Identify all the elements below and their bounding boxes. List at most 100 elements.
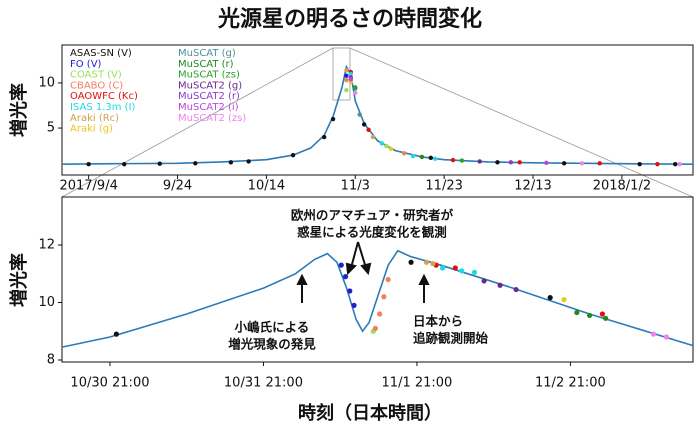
arrow-head	[418, 273, 430, 285]
data-point	[348, 77, 354, 82]
data-point	[637, 161, 642, 167]
data-point	[338, 262, 344, 268]
y-axis-label: 増光率	[8, 253, 30, 307]
legend-entry: MuSCAT2 (g)	[178, 80, 242, 91]
legend-entry: ISAS 1.3m (I)	[70, 102, 136, 113]
data-point	[599, 311, 606, 317]
data-point	[347, 288, 353, 294]
x-tick-label: 11/2 21:00	[535, 376, 606, 391]
data-point	[388, 146, 394, 152]
data-point	[370, 134, 376, 140]
data-point	[471, 269, 478, 275]
data-point	[423, 259, 430, 265]
x-tick-label: 10/30 21:00	[70, 376, 149, 391]
plot-frame	[61, 44, 694, 176]
data-point	[597, 161, 602, 166]
y-tick-label: 10	[38, 295, 55, 310]
data-point	[321, 134, 327, 140]
data-point	[344, 87, 349, 93]
data-point	[481, 278, 487, 284]
legend-entry: Araki (g)	[70, 124, 113, 135]
annotation: 惑星による光度変化を観測	[297, 225, 447, 240]
data-point	[587, 312, 593, 319]
x-tick-label: 10/31 21:00	[224, 376, 303, 391]
data-point	[351, 302, 357, 308]
zoom-line	[61, 47, 334, 198]
data-point	[344, 73, 349, 78]
x-tick-label: 12/13	[514, 179, 551, 194]
legend-entry: OAOWFC (Kc)	[70, 91, 138, 102]
data-point	[344, 68, 349, 73]
data-point	[579, 161, 585, 166]
data-point	[366, 127, 371, 133]
legend-entry: FO (V)	[70, 59, 102, 70]
legend-entry: MuSCAT2 (i)	[178, 102, 239, 113]
legend-entry: MuSCAT (r)	[178, 59, 234, 70]
data-point	[459, 268, 465, 274]
data-point	[561, 161, 567, 166]
y-tick-label: 8	[47, 352, 55, 367]
data-point	[353, 86, 358, 91]
data-point	[342, 274, 349, 280]
data-point	[290, 152, 296, 158]
data-point	[344, 78, 349, 83]
data-point	[508, 160, 514, 165]
chart-title: 光源星の明るさの時間変化	[217, 6, 482, 32]
arrow-head	[296, 273, 308, 285]
annotation: 増光現象の発見	[228, 337, 316, 352]
data-point	[228, 160, 234, 165]
data-point	[433, 156, 438, 161]
model-curve	[61, 249, 694, 348]
data-point	[477, 159, 482, 164]
data-point	[330, 116, 336, 122]
data-point	[452, 265, 458, 271]
data-point	[450, 157, 456, 163]
x-tick-label: 11/1 21:00	[382, 376, 453, 391]
data-point	[377, 311, 383, 317]
data-point	[246, 159, 251, 164]
data-point	[547, 295, 553, 301]
y-tick-label: 5	[47, 121, 55, 136]
data-point	[544, 160, 549, 166]
legend-entry: CBABO (C)	[70, 80, 123, 91]
x-tick-label: 9/24	[163, 179, 192, 194]
arrows	[296, 241, 430, 303]
data-point	[650, 331, 657, 337]
annotation: 欧州のアマチュア・研究者が	[291, 208, 454, 223]
annotation: 日本から	[413, 314, 463, 329]
data-point	[663, 334, 669, 340]
data-point	[379, 141, 385, 146]
data-point	[459, 158, 465, 163]
plot-frame	[61, 196, 694, 363]
x-axis-label: 時刻（日本時間）	[298, 402, 442, 424]
data-point	[361, 122, 367, 127]
x-tick-label: 10/14	[248, 179, 285, 194]
x-tick-label: 11/23	[425, 179, 462, 194]
data-point	[439, 265, 446, 271]
data-point	[384, 143, 389, 149]
data-point	[122, 161, 127, 167]
data-point	[497, 282, 503, 288]
data-point	[517, 160, 522, 165]
data-point	[113, 331, 119, 337]
legend-entry: MuSCAT (g)	[178, 48, 236, 59]
y-tick-label: 12	[38, 238, 55, 253]
data-point	[401, 151, 407, 156]
model-curve	[61, 64, 694, 165]
data-point	[357, 112, 362, 117]
data-point	[157, 161, 162, 166]
data-point	[513, 286, 519, 293]
data-point	[193, 161, 198, 166]
legend-entry: ASAS-SN (V)	[70, 48, 132, 59]
data-point	[381, 294, 387, 300]
legend-entry: Araki (Rc)	[70, 113, 119, 124]
x-tick-label: 11/3	[341, 179, 370, 194]
x-tick-label: 2017/9/4	[59, 179, 117, 194]
data-point	[430, 261, 436, 267]
arrow	[350, 241, 359, 269]
legend-entry: MuSCAT2 (zs)	[178, 113, 246, 124]
data-point	[673, 161, 678, 167]
annotation: 追跡観測開始	[413, 331, 489, 346]
y-axis-label: 増光率	[8, 83, 30, 137]
